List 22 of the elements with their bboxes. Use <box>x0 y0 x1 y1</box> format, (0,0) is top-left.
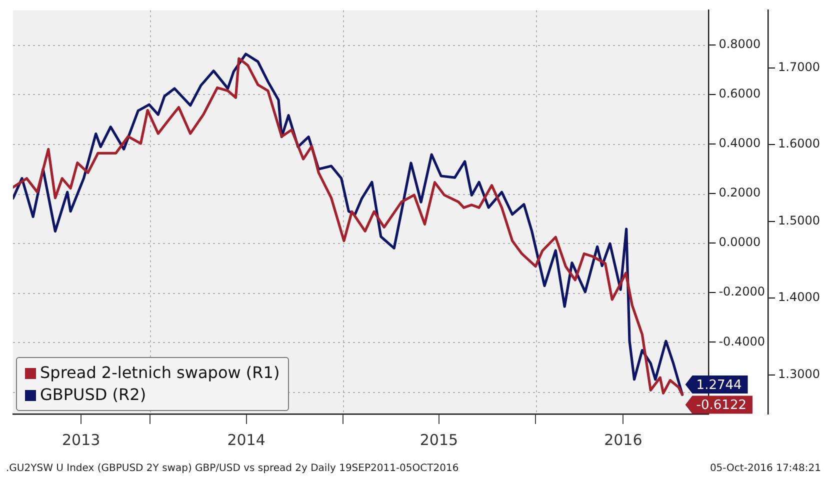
x-tick-label: 2014 <box>227 430 266 449</box>
y2-tick-label: 1.3000 <box>778 366 820 381</box>
y-tick-label: -0.2000 <box>718 284 766 299</box>
x-tick-label: 2016 <box>604 430 642 449</box>
y2-tick-label: 1.7000 <box>778 60 820 74</box>
text: 05-Oct-2016 17:48:21 <box>710 463 821 474</box>
y-tick-label: 0.4000 <box>718 136 761 150</box>
legend-label: GBPUSD (R2) <box>40 384 146 406</box>
legend-label: Spread 2-letnich swapow (R1) <box>40 362 280 384</box>
y-tick-label: 0.0000 <box>718 235 761 250</box>
y2-tick-label: 1.6000 <box>778 136 820 151</box>
text: .GU2YSW U Index (GBPUSD 2Y swap) GBP/USD vs spread 2y Daily 19SEP2011-05OCT2016 <box>6 463 459 474</box>
x-tick-label: 2013 <box>62 430 100 449</box>
data-label: -0.6122 <box>696 398 746 414</box>
y2-tick-label: 1.4000 <box>778 290 820 304</box>
x-tick-label: 2015 <box>420 430 458 449</box>
y-tick-label: 0.8000 <box>718 37 761 52</box>
y-tick-label: 0.6000 <box>718 86 761 101</box>
y-tick-label: 0.2000 <box>718 186 761 200</box>
y2-tick-label: 1.5000 <box>778 213 820 228</box>
data-label: 1.2744 <box>696 378 742 393</box>
y-tick-label: -0.4000 <box>718 334 766 348</box>
